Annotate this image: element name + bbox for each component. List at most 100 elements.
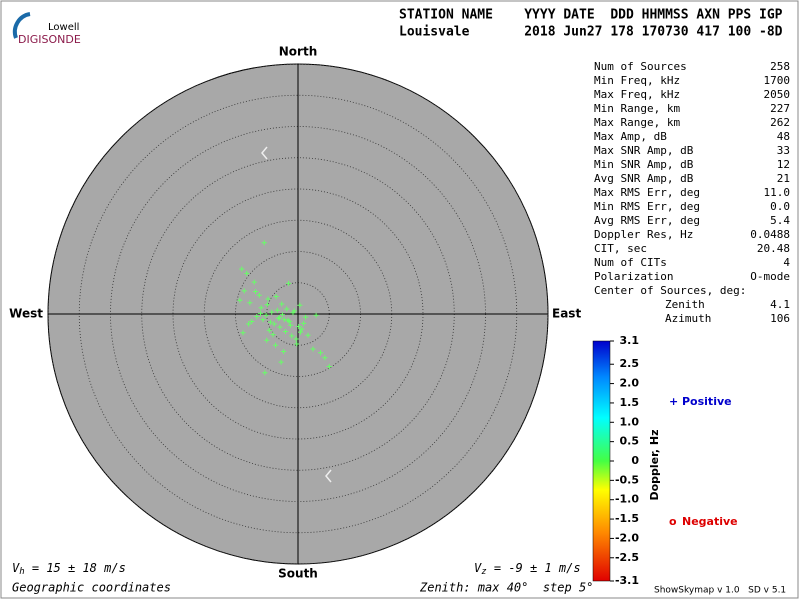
- source-point: [281, 317, 287, 323]
- stat-value: 1700: [764, 74, 791, 87]
- stat-value: O-mode: [750, 270, 790, 283]
- legend-symbol: o: [669, 515, 677, 528]
- stat-value: 106: [770, 312, 790, 325]
- stat-value: 4.1: [770, 298, 790, 311]
- source-point: [237, 297, 243, 303]
- source-point: [271, 321, 277, 327]
- north-label: North: [279, 45, 317, 59]
- stat-label: CIT, sec: [594, 242, 647, 255]
- header-values: Louisvale 2018 Jun27 178 170730 417 100 …: [399, 25, 783, 40]
- source-point: [241, 288, 247, 294]
- source-point: [318, 350, 323, 356]
- source-point: [286, 319, 292, 324]
- stat-label: Doppler Res, Hz: [594, 228, 693, 241]
- source-point: [279, 301, 285, 307]
- stat-label: Zenith: [665, 298, 705, 311]
- source-point: [251, 279, 257, 285]
- source-point: [258, 310, 263, 316]
- colorbar-tick-label: -0.5: [615, 473, 639, 486]
- version: ShowSkymap v 1.0 SD v 5.1: [654, 586, 786, 596]
- source-point: [266, 327, 272, 333]
- source-point: [291, 308, 297, 314]
- logo-bottom: DIGISONDE: [18, 33, 81, 46]
- west-label: West: [9, 307, 43, 321]
- source-point: [310, 346, 316, 352]
- colorbar-tick-label: -3.1: [615, 574, 639, 587]
- vh: Vh = 15 ± 18 m/s: [12, 561, 126, 577]
- source-point: [322, 355, 328, 361]
- colorbar-tick-label: -1.0: [615, 493, 639, 506]
- stat-label: Avg SNR Amp, dB: [594, 172, 694, 185]
- source-point: [284, 306, 290, 312]
- colorbar-tick-label: -2.0: [615, 531, 639, 544]
- source-point: [244, 270, 250, 276]
- stat-label: Min Range, km: [594, 102, 680, 115]
- source-point: [256, 292, 262, 298]
- source-point: [277, 324, 283, 330]
- source-point: [297, 302, 303, 308]
- stat-label: Max Freq, kHz: [594, 88, 680, 101]
- stat-value: 33: [777, 144, 790, 157]
- stat-label: Min RMS Err, deg: [594, 200, 700, 213]
- source-point: [326, 364, 332, 369]
- source-point: [249, 319, 255, 324]
- stat-label: Min Freq, kHz: [594, 74, 680, 87]
- stat-label: Num of Sources: [594, 60, 687, 73]
- stat-label: Max Amp, dB: [594, 130, 667, 143]
- header-columns: STATION NAME YYYY DATE DDD HHMMSS AXN PP…: [399, 8, 783, 23]
- stat-label: Num of CITs: [594, 256, 667, 269]
- source-point: [281, 349, 287, 354]
- stat-value: 227: [770, 102, 790, 115]
- colorbar-tick-label: 2.0: [620, 377, 640, 390]
- source-point: [273, 294, 279, 299]
- colorbar-tick-label: 1.5: [620, 396, 640, 409]
- logo-top: Lowell: [48, 22, 79, 33]
- stat-label: Azimuth: [665, 312, 711, 325]
- source-point: [294, 341, 300, 347]
- stat-label: Avg RMS Err, deg: [594, 214, 700, 227]
- source-point: [305, 332, 311, 338]
- stat-value: 4: [783, 256, 790, 269]
- colorbar-tick-label: 0: [631, 454, 639, 467]
- source-point: [296, 324, 302, 329]
- source-point: [262, 370, 268, 376]
- south-label: South: [278, 567, 318, 581]
- source-point: [263, 312, 269, 318]
- legend-symbol: +: [669, 395, 678, 408]
- source-point: [246, 321, 252, 327]
- stat-label: Polarization: [594, 270, 673, 283]
- source-point: [253, 289, 258, 294]
- source-point: [268, 319, 273, 325]
- source-point: [270, 332, 276, 338]
- colorbar: [592, 340, 611, 582]
- source-point: [240, 330, 246, 336]
- source-point: [269, 309, 275, 315]
- stat-value: 48: [777, 130, 790, 143]
- source-point: [265, 296, 271, 302]
- logo-swoosh: [12, 12, 31, 39]
- stat-value: 258: [770, 60, 790, 73]
- source-point: [298, 329, 303, 335]
- stat-value: 5.4: [770, 214, 790, 227]
- stat-value: 0.0488: [750, 228, 790, 241]
- source-point: [303, 314, 308, 320]
- chevron: [325, 469, 332, 483]
- colorbar-tick-label: 2.5: [620, 357, 640, 370]
- source-point: [279, 312, 285, 318]
- source-point: [273, 342, 278, 348]
- source-point: [283, 329, 288, 334]
- source-point: [288, 322, 293, 328]
- stat-label: Min SNR Amp, dB: [594, 158, 694, 171]
- source-point: [239, 266, 245, 272]
- zenith-info: Zenith: max 40° step 5°: [419, 581, 593, 595]
- stat-value: 21: [777, 172, 790, 185]
- stat-value: 262: [770, 116, 790, 129]
- source-point: [289, 333, 295, 339]
- stat-label: Max SNR Amp, dB: [594, 144, 694, 157]
- stat-value: 12: [777, 158, 790, 171]
- legend-label: Negative: [682, 515, 738, 528]
- stat-value: 11.0: [764, 186, 791, 199]
- colorbar-label: Doppler, Hz: [648, 429, 661, 500]
- source-point: [254, 314, 260, 319]
